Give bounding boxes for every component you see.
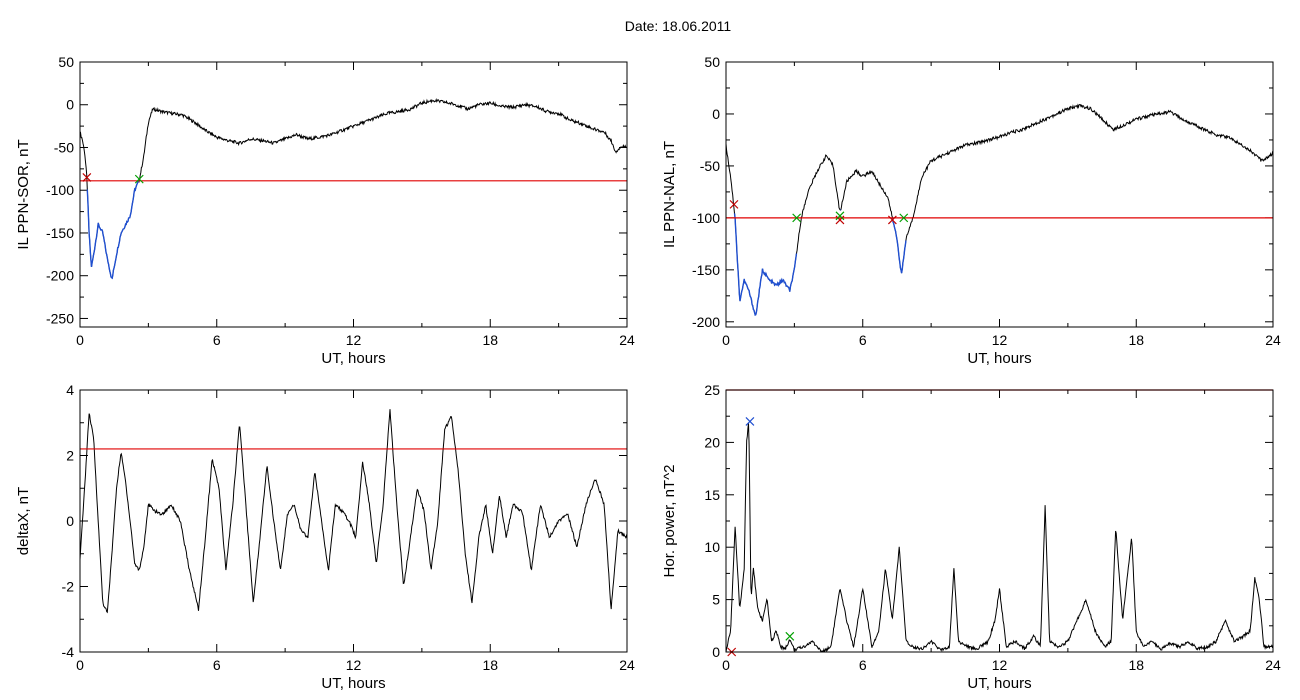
y-tick-label: 4 (66, 382, 74, 398)
x-tick-label: 24 (619, 657, 635, 673)
x-tick-label: 24 (1265, 657, 1281, 673)
y-tick-label: 2 (66, 448, 74, 464)
x-tick-label: 18 (482, 332, 498, 348)
y-tick-label: -150 (46, 225, 74, 241)
end-marker (792, 213, 802, 223)
x-tick-label: 18 (1128, 332, 1144, 348)
y-tick-label: 50 (704, 54, 720, 70)
y-tick-label: -250 (46, 310, 74, 326)
x-tick-label: 6 (213, 332, 221, 348)
x-tick-label: 12 (992, 657, 1008, 673)
y-tick-label: 5 (712, 592, 720, 608)
y-tick-label: -2 (62, 579, 75, 595)
y-axis-label: IL PPN-SOR, nT (15, 139, 32, 249)
end-marker (134, 174, 144, 184)
y-tick-label: 0 (66, 97, 74, 113)
y-tick-label: 25 (704, 382, 720, 398)
start-marker (887, 215, 897, 225)
series-line (80, 98, 627, 280)
x-tick-label: 0 (722, 332, 730, 348)
start-marker (835, 215, 845, 225)
end-marker (899, 213, 909, 223)
x-tick-label: 6 (859, 332, 867, 348)
x-tick-label: 6 (859, 657, 867, 673)
x-tick-label: 0 (76, 657, 84, 673)
x-tick-label: 24 (619, 332, 635, 348)
x-tick-label: 12 (346, 332, 362, 348)
y-tick-label: 50 (58, 54, 74, 70)
y-axis-label: Hor. power, nT^2 (661, 465, 678, 578)
y-axis-label: IL PPN-NAL, nT (661, 141, 678, 248)
plot-frame (725, 61, 1274, 328)
x-tick-label: 6 (213, 657, 221, 673)
y-tick-label: -4 (62, 644, 75, 660)
plot-frame (79, 61, 628, 328)
y-tick-label: 10 (704, 539, 720, 555)
y-tick-label: -50 (700, 158, 720, 174)
start-marker (729, 199, 739, 209)
x-axis-label: UT, hours (321, 350, 385, 367)
y-tick-label: -100 (46, 182, 74, 198)
highlight-segment (733, 213, 798, 317)
event-marker (785, 631, 795, 641)
plot-frame (725, 389, 1274, 653)
plot-frame (79, 389, 628, 653)
y-tick-label: -200 (692, 314, 720, 330)
y-tick-label: -100 (692, 210, 720, 226)
start-marker (82, 172, 92, 182)
y-tick-label: 0 (66, 513, 74, 529)
x-tick-label: 12 (992, 332, 1008, 348)
x-axis-label: UT, hours (321, 675, 385, 692)
series-line (726, 423, 1273, 652)
y-tick-label: 20 (704, 434, 720, 450)
x-tick-label: 0 (76, 332, 84, 348)
series-line (80, 409, 627, 614)
x-tick-label: 12 (346, 657, 362, 673)
series-line (726, 103, 1273, 316)
y-axis-label: deltaX, nT (15, 487, 32, 555)
x-axis-label: UT, hours (967, 350, 1031, 367)
y-tick-label: -200 (46, 268, 74, 284)
figure-title: Date: 18.06.2011 (624, 18, 732, 34)
x-tick-label: 0 (722, 657, 730, 673)
y-tick-label: -50 (54, 139, 74, 155)
x-axis-label: UT, hours (967, 675, 1031, 692)
event-marker (745, 417, 755, 426)
y-tick-label: 15 (704, 487, 720, 503)
panel-hor-power: 25 20 15 10 5 00 6 12 18 24 UT, hours Hor. power, n… (661, 382, 1281, 692)
end-marker (835, 211, 845, 221)
y-tick-label: -150 (692, 262, 720, 278)
highlight-segment (891, 217, 907, 274)
y-tick-label: 0 (712, 644, 720, 660)
highlight-segment (86, 179, 140, 280)
y-tick-label: 0 (712, 106, 720, 122)
x-tick-label: 18 (1128, 657, 1144, 673)
x-tick-label: 18 (482, 657, 498, 673)
x-tick-label: 24 (1265, 332, 1281, 348)
